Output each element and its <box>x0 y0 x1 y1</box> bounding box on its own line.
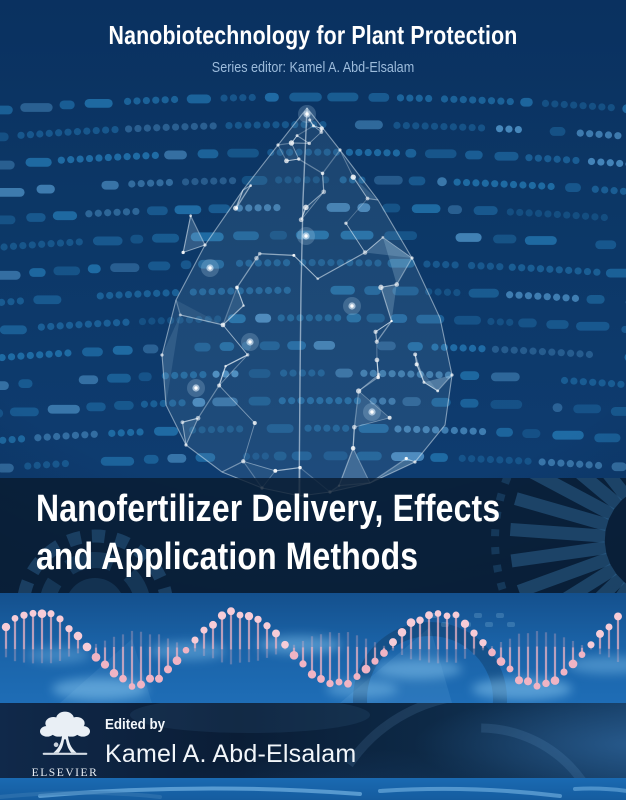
dna-band <box>0 593 626 703</box>
publisher-band-swirl-decor <box>130 703 625 778</box>
publisher-logo: ELSEVIER <box>26 709 104 778</box>
dna-strand-wave-graphic <box>1 607 626 703</box>
bottom-strip-arc-decor <box>0 786 626 799</box>
series-editor-line: Series editor: Kamel A. Abd-Elsalam <box>211 59 415 76</box>
title-band-gear-decor <box>17 478 626 593</box>
title-band: Nanofertilizer Delivery, Effects and App… <box>0 478 626 593</box>
elsevier-tree-icon <box>40 711 90 755</box>
series-title: Nanobiotechnology for Plant Protection <box>108 20 518 50</box>
book-title-line2: and Application Methods <box>36 536 419 578</box>
series-header: Nanobiotechnology for Plant Protection S… <box>0 20 626 76</box>
book-title: Nanofertilizer Delivery, Effects and App… <box>36 485 500 581</box>
book-title-line1: Nanofertilizer Delivery, Effects <box>36 488 501 530</box>
publisher-band: ELSEVIER Edited by Kamel A. Abd-Elsalam <box>0 703 626 778</box>
editor-name: Kamel A. Abd-Elsalam <box>105 740 357 768</box>
bottom-strip <box>0 778 626 800</box>
publisher-wordmark: ELSEVIER <box>31 765 99 778</box>
edited-by-block: Edited by Kamel A. Abd-Elsalam <box>105 717 356 769</box>
edited-by-label: Edited by <box>105 717 166 733</box>
